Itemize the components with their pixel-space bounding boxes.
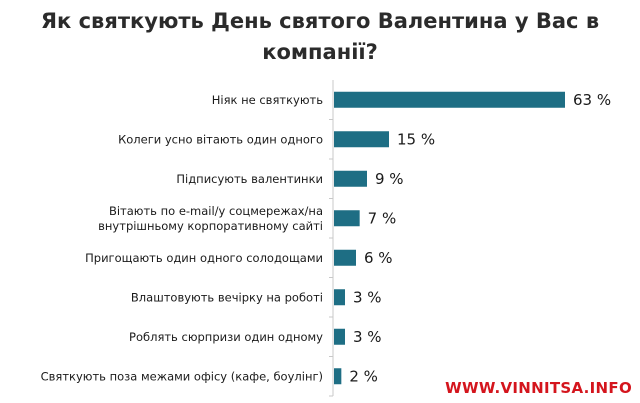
bar (334, 91, 565, 108)
data-label: 63 % (573, 91, 611, 109)
category-label: Ніяк не святкують (212, 93, 323, 107)
bar (334, 328, 345, 345)
data-label: 2 % (349, 367, 378, 385)
watermark-logo: WWW.VINNITSA.INFO (445, 379, 632, 397)
category-label: Влаштовують вечірку на роботі (131, 290, 323, 304)
category-label: Святкують поза межами офісу (кафе, боулі… (41, 369, 323, 383)
chart-title: Як святкують День святого Валентина у Ва… (40, 9, 600, 64)
data-label: 6 % (364, 249, 393, 267)
bar (334, 368, 342, 385)
category-label: Роблять сюрпризи один одному (129, 330, 323, 344)
data-label: 9 % (375, 170, 404, 188)
bar (334, 131, 389, 148)
bar (334, 210, 360, 227)
category-label: Пригощають один одного солодощами (85, 251, 323, 265)
bar (334, 249, 356, 266)
category-label: Вітають по e-mail/у соцмережах/на внутріш… (98, 204, 323, 233)
data-label: 15 % (397, 130, 435, 148)
category-label: Підписують валентинки (176, 172, 323, 186)
data-label: 3 % (353, 288, 382, 306)
bar (334, 289, 345, 306)
bar (334, 170, 367, 187)
data-label: 7 % (368, 209, 397, 227)
data-label: 3 % (353, 328, 382, 346)
category-label: Колеги усно вітають один одного (118, 132, 323, 146)
